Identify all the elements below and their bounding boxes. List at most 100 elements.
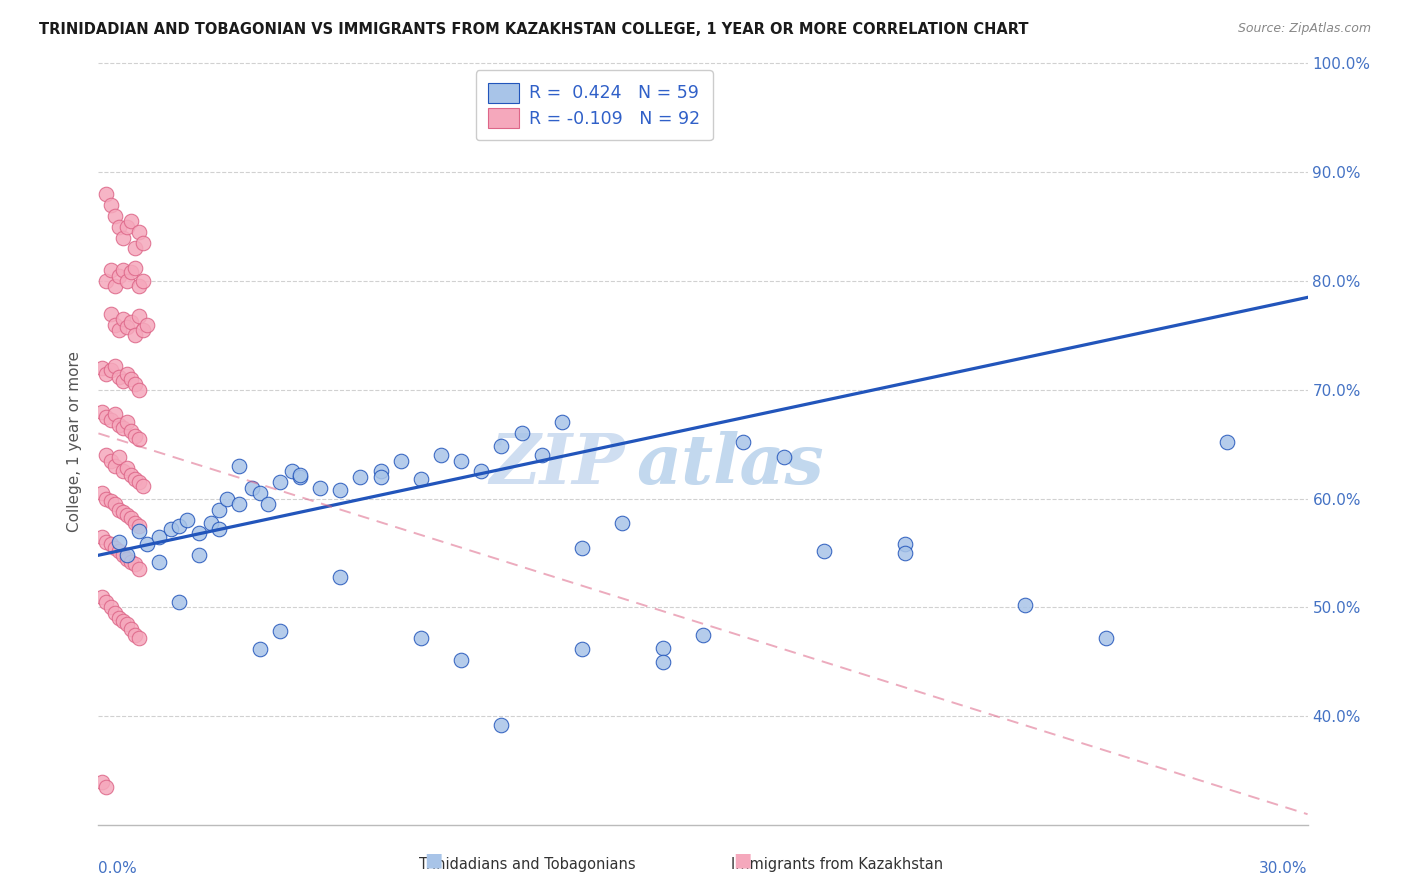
Point (491, 718, 513, 732)
Point (124, 328, 146, 343)
Point (115, 508, 138, 522)
Point (96, 367, 118, 381)
Point (124, 428, 146, 442)
Point (107, 502, 129, 516)
Point (176, 513, 198, 527)
Point (132, 478, 155, 492)
Point (329, 483, 352, 497)
Point (208, 522, 231, 536)
Point (100, 537, 122, 551)
Point (128, 225, 150, 239)
Point (370, 465, 392, 479)
Point (124, 377, 146, 392)
Point (120, 622, 142, 636)
Point (208, 502, 231, 516)
Point (120, 511, 142, 525)
Point (309, 481, 332, 495)
Point (269, 624, 291, 639)
Point (100, 198, 122, 212)
Point (128, 309, 150, 323)
Point (103, 407, 125, 421)
Point (107, 369, 129, 384)
Point (111, 312, 134, 326)
Text: ■: ■ (733, 851, 752, 870)
Point (120, 315, 142, 329)
Point (107, 219, 129, 234)
Point (256, 497, 278, 511)
Point (120, 424, 142, 438)
Point (217, 491, 239, 506)
Point (91, 404, 114, 418)
Point (115, 367, 138, 381)
Point (228, 497, 250, 511)
Point (409, 631, 432, 645)
Point (107, 535, 129, 549)
Point (281, 465, 304, 479)
Point (612, 516, 634, 530)
Text: TRINIDADIAN AND TOBAGONIAN VS IMMIGRANTS FROM KAZAKHSTAN COLLEGE, 1 YEAR OR MORE: TRINIDADIAN AND TOBAGONIAN VS IMMIGRANTS… (39, 22, 1029, 37)
Point (692, 628, 714, 642)
Point (510, 426, 533, 441)
Point (530, 448, 553, 462)
Point (91, 774, 114, 789)
Point (651, 640, 673, 655)
Point (111, 505, 134, 519)
Point (128, 631, 150, 645)
Text: atlas: atlas (637, 431, 824, 499)
Text: ZIP: ZIP (489, 431, 624, 499)
Text: 0.0%: 0.0% (98, 861, 138, 876)
Point (96, 186, 118, 201)
Point (111, 374, 134, 388)
Point (893, 546, 915, 560)
Point (167, 595, 190, 609)
Point (96, 535, 118, 549)
Point (491, 439, 513, 453)
Point (103, 279, 125, 293)
Point (135, 537, 157, 551)
Point (1014, 599, 1036, 613)
Point (111, 548, 134, 562)
Point (132, 323, 155, 337)
Point (91, 530, 114, 544)
Point (124, 516, 146, 530)
Point (100, 600, 122, 615)
Point (571, 641, 593, 656)
Point (103, 359, 125, 373)
Point (148, 555, 170, 569)
Point (124, 557, 146, 571)
Point (111, 421, 134, 435)
Point (124, 472, 146, 486)
Point (135, 318, 157, 332)
Point (124, 241, 146, 255)
Text: Trinidadians and Tobagonians: Trinidadians and Tobagonians (419, 857, 636, 872)
Point (100, 453, 122, 467)
Point (96, 595, 118, 609)
Point (96, 448, 118, 462)
Text: Immigrants from Kazakhstan: Immigrants from Kazakhstan (731, 857, 942, 872)
Point (96, 780, 118, 794)
Point (96, 410, 118, 425)
Point (96, 274, 118, 288)
Point (430, 448, 453, 462)
Point (107, 450, 129, 465)
Point (132, 235, 155, 250)
Point (103, 209, 125, 223)
Point (651, 655, 673, 669)
Point (200, 516, 222, 530)
Y-axis label: College, 1 year or more: College, 1 year or more (67, 351, 83, 532)
Point (115, 461, 138, 475)
Point (470, 465, 492, 479)
Point (120, 555, 142, 569)
Point (1095, 631, 1118, 645)
Point (115, 548, 138, 562)
Point (107, 417, 129, 432)
Point (288, 470, 311, 484)
Point (100, 263, 122, 277)
Point (409, 472, 432, 486)
Point (571, 541, 593, 555)
Point (115, 616, 138, 631)
Point (249, 486, 271, 500)
Point (167, 519, 190, 533)
Point (107, 611, 129, 625)
Point (733, 435, 755, 450)
